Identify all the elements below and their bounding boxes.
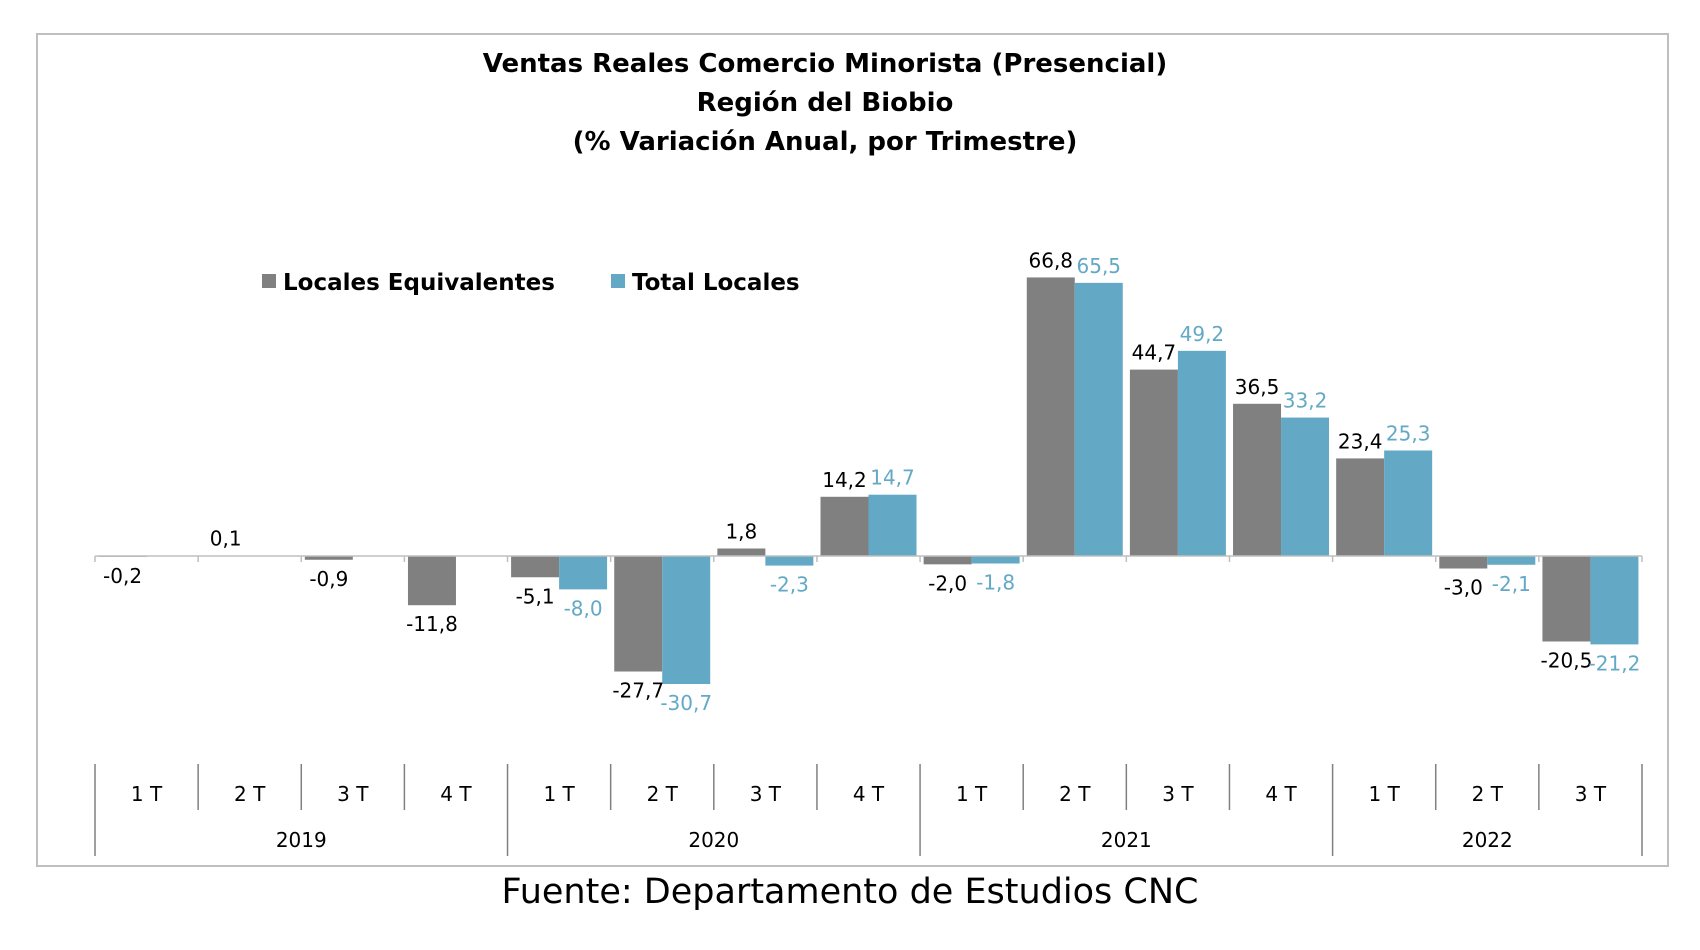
chart-frame (36, 33, 1669, 867)
bar-s1-4 (511, 556, 560, 578)
bar-s1-10 (1129, 369, 1178, 556)
year-label-1: 2020 (688, 828, 739, 852)
value-label-s2-10: 49,2 (1180, 322, 1225, 346)
bar-s2-4 (559, 556, 608, 590)
bar-s1-13 (1439, 556, 1488, 569)
bar-s1-8 (923, 556, 972, 565)
bar-s2-8 (971, 556, 1020, 564)
bar-s2-9 (1074, 282, 1123, 556)
bar-s1-5 (614, 556, 663, 672)
tick-label-13: 2 T (1472, 782, 1504, 806)
value-label-s2-8: -1,8 (976, 571, 1015, 595)
value-label-s1-14: -20,5 (1541, 648, 1593, 672)
bar-s1-12 (1336, 458, 1385, 556)
value-label-s2-13: -2,1 (1492, 572, 1531, 596)
value-label-s1-3: -11,8 (406, 612, 458, 636)
tick-label-10: 3 T (1162, 782, 1194, 806)
tick-label-2: 3 T (337, 782, 369, 806)
value-label-s2-9: 65,5 (1077, 254, 1122, 278)
bar-s2-5 (662, 556, 711, 685)
bar-s1-9 (1026, 277, 1075, 556)
legend-swatch-series-2 (611, 274, 625, 288)
bar-s2-7 (868, 494, 917, 556)
value-label-s1-10: 44,7 (1132, 341, 1177, 365)
value-label-s1-4: -5,1 (516, 584, 555, 608)
tick-label-5: 2 T (647, 782, 679, 806)
value-label-s1-13: -3,0 (1444, 576, 1483, 600)
value-label-s2-12: 25,3 (1386, 421, 1431, 445)
tick-label-7: 4 T (853, 782, 885, 806)
value-label-s2-14: -21,2 (1589, 651, 1641, 675)
tick-label-0: 1 T (131, 782, 163, 806)
year-label-0: 2019 (276, 828, 327, 852)
value-label-s1-7: 14,2 (822, 468, 867, 492)
bars-layer (98, 277, 1639, 685)
legend-swatch-series-1 (262, 274, 276, 288)
value-label-s1-9: 66,8 (1029, 248, 1074, 272)
bar-s1-6 (717, 548, 766, 556)
value-label-s1-6: 1,8 (725, 519, 757, 543)
legend-label-series-1: Locales Equivalentes (283, 270, 555, 296)
bar-s1-14 (1542, 556, 1591, 642)
value-label-s2-11: 33,2 (1283, 389, 1328, 413)
tick-label-8: 1 T (956, 782, 988, 806)
year-label-2: 2021 (1101, 828, 1152, 852)
value-label-s1-0: -0,2 (103, 564, 142, 588)
chart-title-line-3: (% Variación Anual, por Trimestre) (573, 127, 1078, 157)
value-label-s2-7: 14,7 (870, 466, 915, 490)
bar-s1-2 (304, 556, 353, 560)
year-label-3: 2022 (1462, 828, 1513, 852)
value-label-s1-1: 0,1 (210, 527, 242, 551)
bar-s2-6 (765, 556, 814, 566)
tick-label-4: 1 T (543, 782, 575, 806)
bar-s2-14 (1590, 556, 1639, 645)
value-label-s1-11: 36,5 (1235, 375, 1280, 399)
value-label-s2-6: -2,3 (770, 573, 809, 597)
value-label-s1-8: -2,0 (928, 571, 967, 595)
bar-s2-12 (1384, 450, 1433, 556)
bar-s2-10 (1177, 350, 1226, 556)
value-label-s2-4: -8,0 (564, 596, 603, 620)
chart-title-line-1: Ventas Reales Comercio Minorista (Presen… (483, 49, 1167, 79)
tick-label-11: 4 T (1265, 782, 1297, 806)
bar-s1-11 (1233, 403, 1282, 556)
bar-s1-3 (407, 556, 456, 606)
chart: Ventas Reales Comercio Minorista (Presen… (94, 49, 1643, 856)
value-label-s2-5: -30,7 (660, 691, 712, 715)
tick-label-14: 3 T (1575, 782, 1607, 806)
chart-title-line-2: Región del Biobio (697, 88, 954, 118)
legend-label-series-2: Total Locales (632, 270, 800, 296)
source-note: Fuente: Departamento de Estudios CNC (501, 872, 1199, 912)
value-label-s1-12: 23,4 (1338, 429, 1383, 453)
tick-label-1: 2 T (234, 782, 266, 806)
category-axis: 1 T 2 T 3 T 4 T 1 T 2 T 3 T 4 T 1 T 2 T 3 T 4 T 1 T 2… (94, 555, 1643, 856)
value-label-s1-5: -27,7 (612, 679, 664, 703)
value-label-s1-2: -0,9 (309, 567, 348, 591)
tick-label-12: 1 T (1369, 782, 1401, 806)
tick-label-6: 3 T (750, 782, 782, 806)
bar-s1-7 (820, 496, 869, 556)
bar-s2-13 (1487, 556, 1536, 565)
bar-s2-11 (1281, 417, 1330, 556)
tick-label-3: 4 T (440, 782, 472, 806)
tick-label-9: 2 T (1059, 782, 1091, 806)
value-labels-layer: -0,2 0,1 -0,9 -11,8 -5,1 -8,0 -27,7-30,7 1,8 -2,… (103, 248, 1640, 715)
